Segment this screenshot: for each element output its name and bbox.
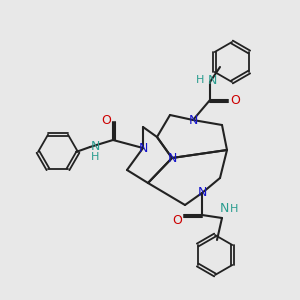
Text: N: N bbox=[197, 187, 207, 200]
Text: N: N bbox=[138, 142, 148, 154]
Text: N: N bbox=[188, 113, 198, 127]
Text: N: N bbox=[90, 140, 100, 154]
Text: O: O bbox=[101, 115, 111, 128]
Text: N: N bbox=[219, 202, 229, 215]
Text: O: O bbox=[230, 94, 240, 106]
Text: H: H bbox=[196, 75, 204, 85]
Text: H: H bbox=[91, 152, 99, 162]
Text: N: N bbox=[207, 74, 217, 86]
Text: H: H bbox=[230, 204, 238, 214]
Text: N: N bbox=[167, 152, 177, 164]
Text: O: O bbox=[172, 214, 182, 226]
